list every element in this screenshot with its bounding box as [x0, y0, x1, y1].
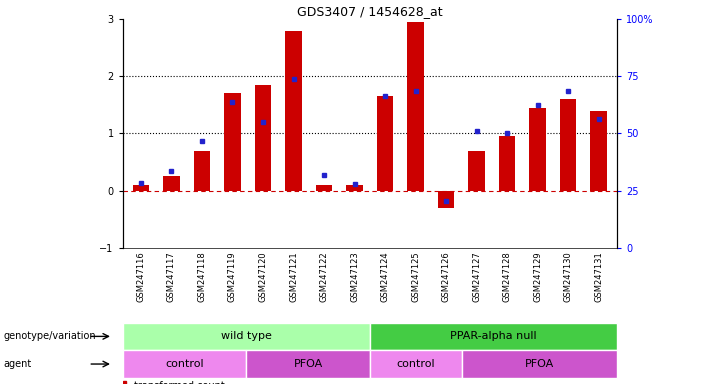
- Bar: [437, 190, 454, 208]
- Bar: [123, 323, 370, 350]
- Bar: [370, 323, 617, 350]
- Text: GSM247118: GSM247118: [198, 252, 207, 302]
- Bar: [559, 99, 576, 190]
- Text: GSM247130: GSM247130: [564, 252, 573, 302]
- Text: GSM247125: GSM247125: [411, 252, 420, 302]
- Text: GSM247121: GSM247121: [289, 252, 298, 302]
- Bar: [123, 350, 246, 378]
- Text: genotype/variation: genotype/variation: [4, 331, 96, 341]
- Text: GSM247128: GSM247128: [503, 252, 512, 302]
- Bar: [315, 185, 332, 190]
- Text: PPAR-alpha null: PPAR-alpha null: [450, 331, 537, 341]
- Bar: [376, 96, 393, 190]
- Bar: [163, 176, 180, 190]
- Bar: [246, 350, 370, 378]
- Bar: [224, 93, 241, 190]
- Text: GSM247123: GSM247123: [350, 252, 359, 302]
- Text: GSM247119: GSM247119: [228, 252, 237, 302]
- Text: GSM247122: GSM247122: [320, 252, 329, 302]
- Bar: [468, 151, 485, 190]
- Bar: [132, 185, 149, 190]
- Text: GSM247124: GSM247124: [381, 252, 390, 302]
- Text: GSM247131: GSM247131: [594, 252, 603, 302]
- Bar: [407, 22, 424, 190]
- Text: control: control: [397, 359, 435, 369]
- Title: GDS3407 / 1454628_at: GDS3407 / 1454628_at: [297, 5, 442, 18]
- Text: PFOA: PFOA: [294, 359, 322, 369]
- Bar: [285, 31, 302, 190]
- Text: control: control: [165, 359, 204, 369]
- Text: GSM247127: GSM247127: [472, 252, 481, 302]
- Text: GSM247116: GSM247116: [137, 252, 146, 302]
- Bar: [123, 381, 125, 384]
- Text: GSM247129: GSM247129: [533, 252, 542, 302]
- Text: PFOA: PFOA: [525, 359, 554, 369]
- Text: agent: agent: [4, 359, 32, 369]
- Text: GSM247126: GSM247126: [442, 252, 451, 302]
- Text: transformed count: transformed count: [134, 381, 224, 384]
- Bar: [346, 185, 363, 190]
- Bar: [590, 111, 607, 190]
- Text: GSM247120: GSM247120: [259, 252, 268, 302]
- Bar: [254, 85, 271, 190]
- Bar: [463, 350, 617, 378]
- Bar: [193, 151, 210, 190]
- Bar: [498, 136, 515, 190]
- Text: wild type: wild type: [221, 331, 272, 341]
- Text: GSM247117: GSM247117: [167, 252, 176, 302]
- Bar: [529, 108, 546, 190]
- Bar: [370, 350, 463, 378]
